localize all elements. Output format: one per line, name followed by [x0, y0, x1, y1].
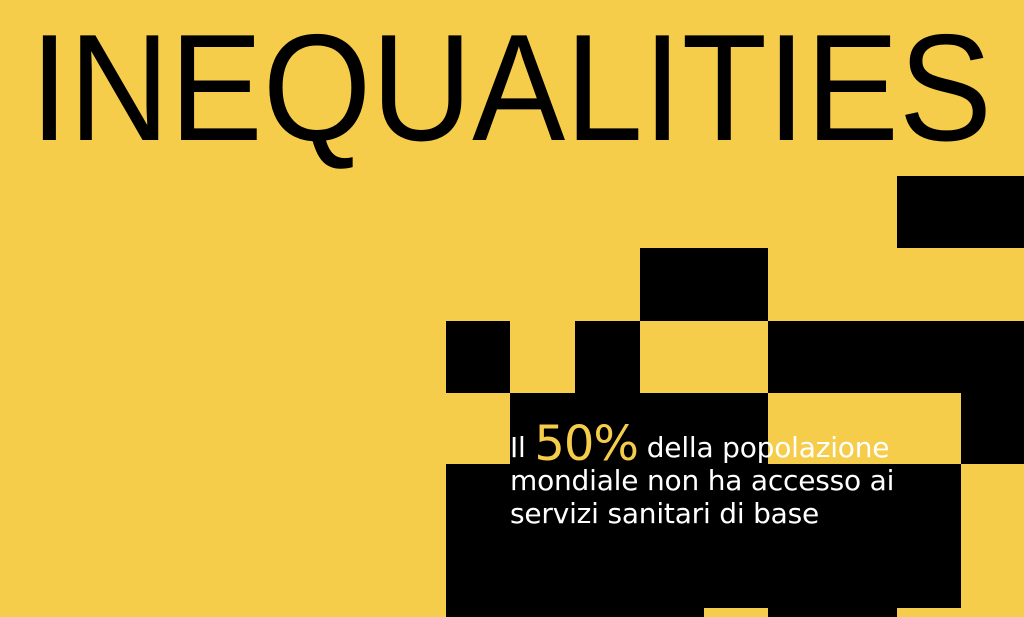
highlight-percentage: 50% [534, 416, 639, 472]
pixel-block [768, 608, 897, 617]
pixel-block [640, 248, 768, 321]
pixel-block [768, 321, 1024, 393]
caption-line-1-rest: della popolazione [646, 431, 890, 464]
caption-prefix: Il [510, 431, 526, 464]
pixel-block [446, 608, 704, 617]
page-title: INEQUALITIES [30, 3, 992, 170]
title-graphic: INEQUALITIES [30, 3, 992, 170]
pixel-block [446, 321, 510, 393]
caption: Il 50% della popolazione mondiale non ha… [510, 420, 895, 530]
pixel-block [575, 321, 640, 393]
pixel-block [446, 464, 961, 608]
pixel-block [510, 393, 768, 464]
caption-line-3: servizi sanitari di base [510, 497, 820, 530]
pixel-block [961, 393, 1024, 464]
caption-line-1: Il 50% della popolazione [510, 420, 894, 468]
pixel-block [897, 176, 1024, 248]
caption-line-2: mondiale non ha accesso ai [510, 464, 895, 497]
